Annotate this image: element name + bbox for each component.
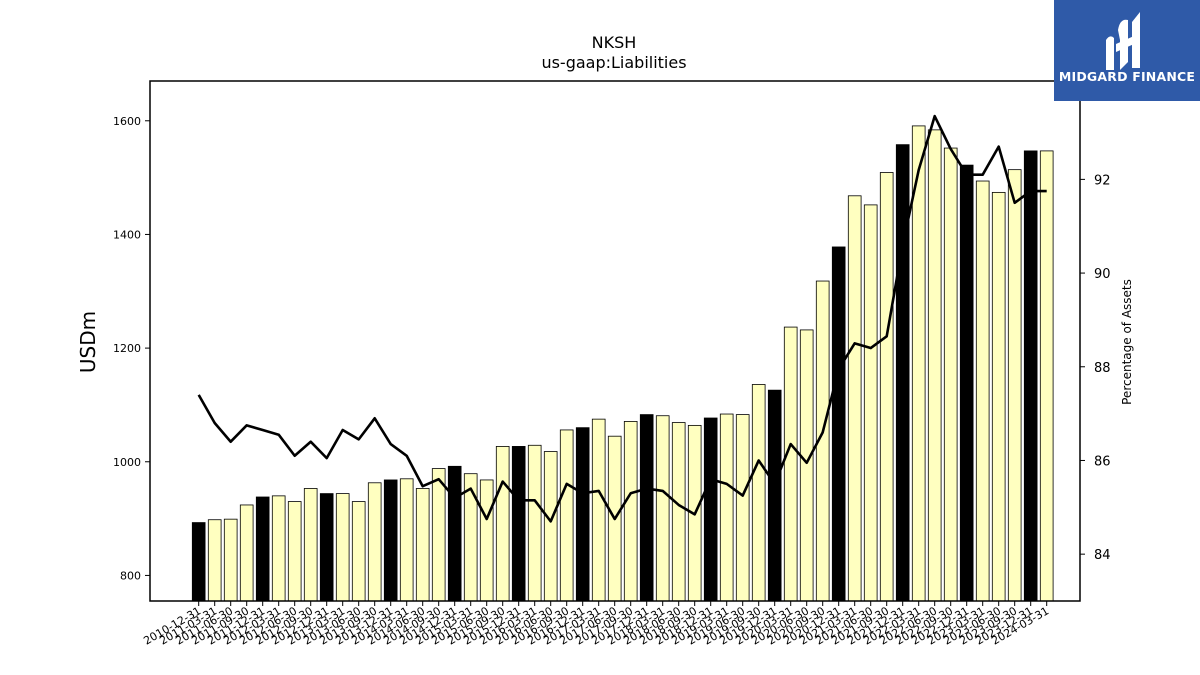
bar xyxy=(591,418,606,602)
bar xyxy=(799,329,814,602)
y2-axis-label: Percentage of Assets xyxy=(1120,279,1134,405)
bar xyxy=(191,522,206,602)
bar xyxy=(367,482,382,602)
bar xyxy=(895,144,910,602)
bar xyxy=(319,493,334,602)
line-layer xyxy=(197,114,1047,523)
bar xyxy=(879,172,894,602)
bar xyxy=(975,180,990,602)
bar xyxy=(959,164,974,602)
y-axis-label: USDm xyxy=(76,311,100,373)
bar xyxy=(559,429,574,602)
y2-tick-label: 84 xyxy=(1094,548,1111,563)
bar xyxy=(847,195,862,602)
bar xyxy=(399,478,414,602)
bar xyxy=(1007,169,1022,602)
bar xyxy=(511,446,526,602)
bar xyxy=(735,414,750,602)
brand-logo: MIDGARD FINANCE xyxy=(1054,0,1200,101)
bar xyxy=(991,191,1006,602)
y-tick-label: 1400 xyxy=(113,228,141,241)
bar xyxy=(639,414,654,602)
y-tick-label: 1200 xyxy=(113,342,141,355)
y-tick-label: 800 xyxy=(120,569,141,582)
bar xyxy=(943,147,958,602)
y2-tick-label: 92 xyxy=(1094,173,1111,188)
bar xyxy=(447,465,462,602)
bar xyxy=(223,518,238,602)
bar xyxy=(351,501,366,602)
bar xyxy=(415,488,430,602)
bar xyxy=(575,427,590,602)
bar xyxy=(303,488,318,602)
bar xyxy=(479,479,494,602)
bar xyxy=(255,496,270,602)
bars-layer xyxy=(191,125,1054,602)
bar xyxy=(783,326,798,602)
y-tick-label: 1000 xyxy=(113,456,141,469)
bar xyxy=(623,421,638,602)
bar xyxy=(287,501,302,602)
bar xyxy=(703,417,718,602)
bar xyxy=(1023,150,1038,602)
bar xyxy=(335,493,350,602)
chart-subtitle: us-gaap:Liabilities xyxy=(541,53,686,72)
bar xyxy=(927,129,942,602)
bar xyxy=(495,446,510,602)
bar xyxy=(383,479,398,602)
logo-mark-icon xyxy=(1106,12,1140,70)
bar xyxy=(207,519,222,602)
y2-tick-label: 86 xyxy=(1094,454,1111,469)
bar xyxy=(719,413,734,602)
logo-text: MIDGARD FINANCE xyxy=(1058,69,1196,84)
bar xyxy=(527,444,542,602)
chart-title: NKSH xyxy=(592,33,637,52)
bar xyxy=(543,451,558,602)
series-line xyxy=(197,114,1047,523)
bar xyxy=(1039,150,1054,602)
bar xyxy=(431,468,446,602)
bar xyxy=(271,495,286,602)
bar xyxy=(239,504,254,602)
axes-layer: 800100012001400160084868890922010-12-312… xyxy=(113,80,1111,648)
bar xyxy=(655,415,670,602)
bar xyxy=(831,246,846,602)
bar xyxy=(751,384,766,602)
y2-tick-label: 90 xyxy=(1094,267,1111,282)
bar xyxy=(671,422,686,602)
bar xyxy=(767,389,782,602)
bar xyxy=(463,473,478,602)
y-tick-label: 1600 xyxy=(113,115,141,128)
bar xyxy=(863,204,878,602)
y2-tick-label: 88 xyxy=(1094,361,1111,376)
